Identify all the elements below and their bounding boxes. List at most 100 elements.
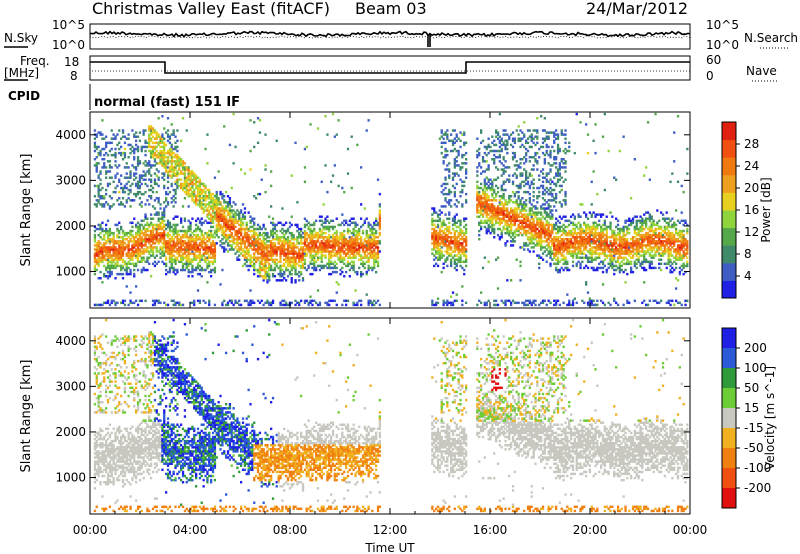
heatmap-cell [174,156,177,159]
heatmap-cell [193,268,196,272]
heatmap-cell [112,238,115,241]
heatmap-cell [226,195,230,198]
heatmap-cell [279,229,282,233]
heatmap-cell [125,137,128,140]
heatmap-cell [146,258,149,261]
heatmap-cell [281,279,284,282]
heatmap-cell [316,236,320,239]
heatmap-cell [159,223,162,227]
heatmap-cell [120,264,123,268]
heatmap-cell [123,205,127,208]
heatmap-cell [168,270,172,274]
heatmap-cell [180,242,183,245]
heatmap-cell [163,211,166,214]
heatmap-cell [174,242,177,245]
heatmap-cell [455,133,458,136]
heatmap-cell [264,164,267,167]
heatmap-cell [189,248,192,251]
heatmap-cell [333,164,336,167]
heatmap-cell [318,219,322,223]
heatmap-cell [251,256,254,259]
heatmap-cell [204,192,207,196]
heatmap-cell [442,266,445,270]
heatmap-cell [163,238,166,241]
heatmap-cell [538,190,541,194]
heatmap-cell [496,131,500,134]
heatmap-cell [151,153,155,157]
heatmap-cell [193,174,196,177]
heatmap-cell [262,266,265,270]
heatmap-cell [195,242,198,245]
heatmap-cell [168,147,172,151]
heatmap-cell [198,188,202,192]
heatmap-cell [127,256,130,259]
heatmap-cell [271,229,275,233]
heatmap-cell [165,151,168,155]
noise-panel-frame [89,23,691,50]
heatmap-cell [165,190,168,194]
heatmap-cell [193,246,196,249]
heatmap-cell [135,242,138,245]
heatmap-cell [125,201,128,204]
heatmap-cell [296,223,299,227]
heatmap-cell [232,225,235,229]
heatmap-cell [270,264,273,268]
heatmap-cell [103,244,106,247]
heatmap-cell [108,231,112,235]
heatmap-cell [328,227,331,231]
heatmap-cell [543,158,546,161]
heatmap-cell [114,242,117,245]
heatmap-cell [108,227,112,231]
heatmap-cell [131,233,134,237]
heatmap-cell [316,256,320,259]
heatmap-cell [193,176,196,179]
heatmap-cell [101,281,104,284]
heatmap-cell [110,262,113,266]
heatmap-cell [123,184,127,188]
heatmap-cell [196,227,200,231]
heatmap-cell [120,266,123,270]
heatmap-cell [155,254,158,257]
heatmap-cell [166,248,170,251]
heatmap-cell [221,207,224,210]
heatmap-cell [431,217,434,220]
heatmap-cell [180,178,183,181]
heatmap-cell [226,233,230,237]
heatmap-cell [251,299,254,303]
heatmap-cell [166,225,170,229]
heatmap-cell [93,129,97,132]
heatmap-cell [300,270,303,274]
heatmap-cell [236,258,239,261]
heatmap-cell [110,137,113,140]
heatmap-cell [275,264,278,268]
heatmap-cell [266,250,269,253]
heatmap-cell [500,201,503,204]
heatmap-cell [271,260,275,264]
heatmap-cell [178,172,181,175]
heatmap-cell [465,192,468,196]
heatmap-cell [328,225,331,229]
power-panel [93,112,689,307]
heatmap-cell [118,164,121,167]
heatmap-cell [256,252,260,255]
heatmap-cell [105,201,108,204]
heatmap-cell [451,184,455,188]
heatmap-cell [159,217,162,220]
heatmap-cell [303,254,307,257]
heatmap-cell [140,223,143,227]
heatmap-cell [223,207,226,210]
heatmap-cell [105,301,108,305]
heatmap-cell [253,231,256,235]
heatmap-cell [198,186,202,190]
heatmap-cell [311,303,314,307]
heatmap-cell [313,266,316,270]
heatmap-cell [230,240,233,243]
heatmap-cell [180,139,183,143]
heatmap-cell [97,246,100,249]
heatmap-cell [273,223,277,227]
heatmap-cell [189,258,192,261]
heatmap-cell [258,119,262,122]
heatmap-cell [247,211,250,214]
heatmap-cell [228,209,232,212]
heatmap-cell [493,188,496,192]
